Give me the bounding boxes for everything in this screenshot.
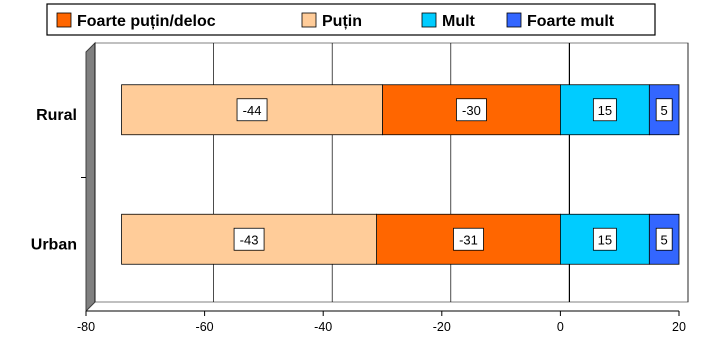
legend-swatch [421,12,437,28]
data-label: 15 [598,232,612,247]
data-label-box [236,98,268,122]
data-label: 5 [661,103,668,118]
x-tick-label: 0 [557,320,564,334]
legend-label: Foarte puțin/deloc [77,13,216,30]
legend-label: Mult [442,13,476,30]
x-tick-label: -60 [196,320,214,334]
data-label-box [233,227,265,251]
data-label-box [592,98,617,122]
plot-area: -80 -60 -40 -20 0 20 Rural -30 -44 15 5 Urban -31 -43… [31,41,689,334]
data-label-box [456,98,487,122]
category-label: Urban [31,236,77,253]
data-label: -31 [459,232,478,247]
legend-label: Foarte mult [527,13,615,30]
data-label: -43 [240,232,259,247]
data-label-box [592,227,617,251]
legend-swatch [301,12,317,28]
legend-box [46,3,656,36]
data-label: 15 [598,103,612,118]
data-label-box [453,227,484,251]
x-tick-label: -40 [314,320,332,334]
legend: Foarte puțin/deloc Puțin Mult Foarte mult [46,3,656,36]
x-tick-label: 20 [672,320,686,334]
x-tick-label: -80 [77,320,95,334]
legend-swatch [506,12,522,28]
legend-label: Puțin [322,13,362,30]
side-wall [85,41,96,313]
data-label: -30 [462,103,481,118]
legend-swatch [56,12,72,28]
data-label-box [655,98,673,122]
data-label: -44 [243,103,262,118]
category-label: Rural [36,107,77,124]
data-label: 5 [661,232,668,247]
data-label-box [655,227,673,251]
x-tick-label: -20 [433,320,451,334]
